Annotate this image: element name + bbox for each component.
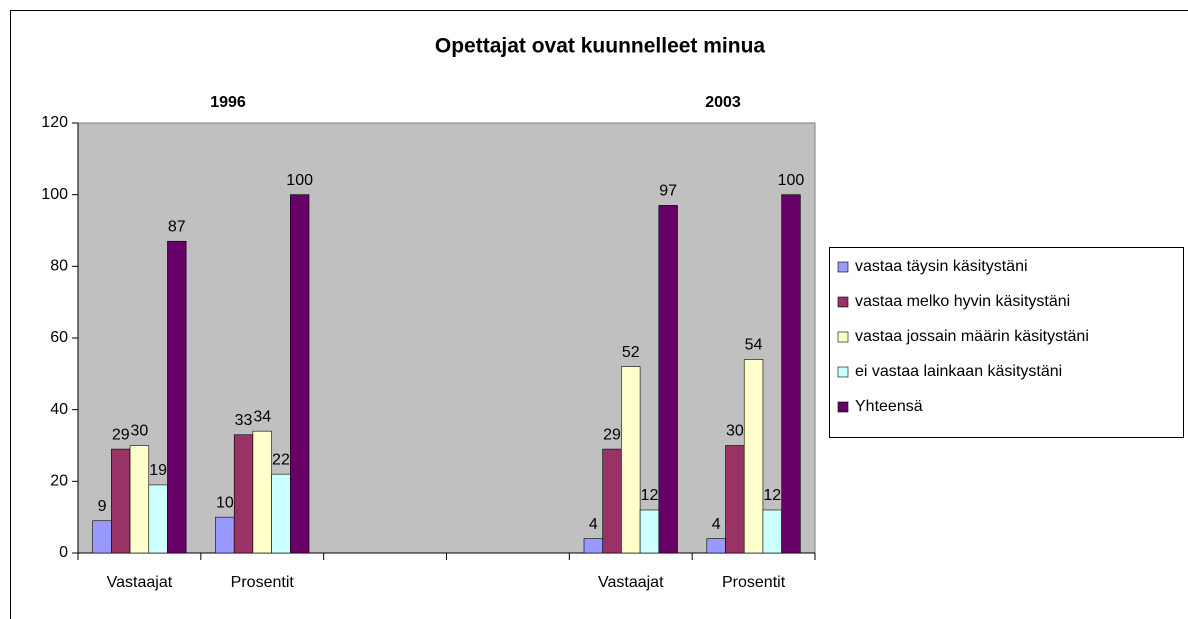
- data-label: 9: [98, 498, 107, 515]
- data-label: 29: [112, 426, 130, 443]
- chart-title: Opettajat ovat kuunnelleet minua: [435, 35, 766, 58]
- data-label: 29: [603, 426, 621, 443]
- bar: [215, 516, 235, 554]
- data-label: 87: [168, 218, 186, 235]
- bar: [762, 509, 782, 554]
- legend-label: vastaa täysin käsitystäni: [855, 258, 1028, 275]
- legend-label: ei vastaa lainkaan käsitystäni: [855, 363, 1062, 380]
- y-tick-label: 80: [50, 258, 68, 275]
- y-tick-label: 0: [59, 544, 68, 561]
- data-label: 97: [659, 183, 677, 200]
- data-label: 33: [235, 412, 253, 429]
- data-label: 52: [622, 344, 640, 361]
- x-tick-label: Vastaajat: [107, 574, 173, 591]
- bar: [233, 434, 254, 554]
- bar: [639, 509, 660, 554]
- legend-swatch: [837, 261, 849, 273]
- bar: [167, 240, 187, 554]
- data-label: 12: [641, 487, 659, 504]
- bar: [129, 445, 150, 554]
- bar: [148, 484, 168, 554]
- legend-swatch: [837, 296, 849, 308]
- bar: [602, 448, 622, 554]
- data-label: 30: [131, 423, 149, 440]
- group-label: 1996: [210, 94, 246, 111]
- legend-swatch: [837, 366, 849, 378]
- x-tick-label: Prosentit: [722, 574, 786, 591]
- bar: [111, 448, 131, 554]
- y-tick-label: 100: [41, 186, 68, 203]
- bar: [621, 366, 641, 554]
- bar: [583, 538, 604, 554]
- data-label: 19: [149, 462, 167, 479]
- y-tick-label: 60: [50, 329, 68, 346]
- group-label: 2003: [705, 94, 741, 111]
- data-label: 22: [272, 451, 290, 468]
- bar: [658, 205, 678, 554]
- bar: [289, 194, 310, 554]
- data-label: 100: [286, 172, 313, 189]
- legend-swatch: [837, 331, 849, 343]
- bar: [252, 430, 272, 554]
- data-label: 10: [216, 494, 234, 511]
- bar: [271, 473, 291, 554]
- data-label: 54: [745, 337, 763, 354]
- data-label: 34: [253, 408, 271, 425]
- data-label: 4: [712, 516, 721, 533]
- data-label: 12: [763, 487, 781, 504]
- legend-label: vastaa jossain määrin käsitystäni: [855, 328, 1089, 345]
- legend-swatch: [837, 401, 849, 413]
- x-tick-label: Prosentit: [231, 574, 295, 591]
- data-label: 30: [726, 423, 744, 440]
- data-label: 100: [778, 172, 805, 189]
- legend-box: [829, 247, 1184, 438]
- bar: [743, 359, 764, 554]
- data-label: 4: [589, 516, 598, 533]
- bar: [706, 538, 726, 554]
- y-tick-label: 40: [50, 401, 68, 418]
- y-tick-label: 20: [50, 473, 68, 490]
- bar: [92, 520, 112, 554]
- bar: [725, 445, 745, 554]
- bar: [781, 194, 801, 554]
- plot-area: [77, 122, 816, 554]
- x-tick-label: Vastaajat: [598, 574, 664, 591]
- y-tick-label: 120: [41, 114, 68, 131]
- legend-label: Yhteensä: [855, 398, 923, 415]
- legend-label: vastaa melko hyvin käsitystäni: [855, 293, 1070, 310]
